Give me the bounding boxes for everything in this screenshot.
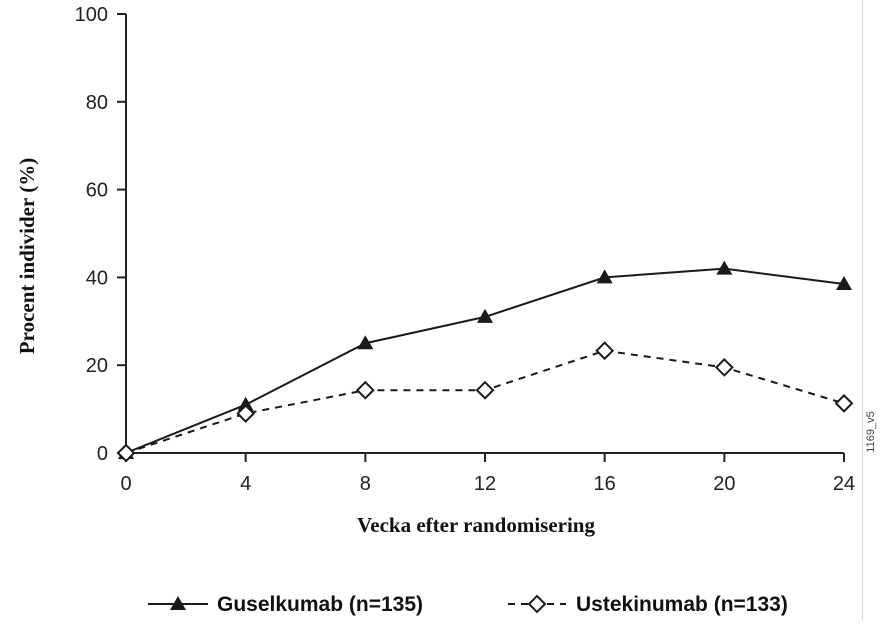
- point-marker-guselkumab: [836, 275, 852, 290]
- legend-label-ustekinumab: Ustekinumab (n=133): [576, 593, 788, 616]
- x-tick-label: 8: [360, 473, 371, 495]
- y-axis-title: Procent individer (%): [15, 158, 39, 354]
- x-tick-label: 24: [833, 473, 855, 495]
- point-marker-guselkumab: [357, 335, 374, 350]
- x-ticks: 0 4 8 12 16 20 24: [120, 453, 855, 495]
- point-marker-ustekinumab: [475, 380, 495, 400]
- point-marker-ustekinumab: [595, 341, 615, 361]
- legend-item-guselkumab: Guselkumab (n=135): [148, 593, 423, 616]
- x-tick-label: 0: [120, 473, 131, 495]
- y-tick-label: 40: [86, 267, 108, 289]
- x-tick-label: 20: [713, 473, 735, 495]
- legend-item-ustekinumab: Ustekinumab (n=133): [508, 593, 788, 616]
- image-code-note: 1169_v5: [865, 411, 877, 452]
- point-marker-ustekinumab: [116, 443, 136, 463]
- y-tick-label: 100: [75, 4, 108, 26]
- legend-label-guselkumab: Guselkumab (n=135): [217, 593, 423, 616]
- y-tick-label: 20: [86, 355, 108, 377]
- x-tick-label: 12: [474, 473, 496, 495]
- point-marker-guselkumab: [716, 260, 733, 275]
- x-tick-label: 16: [594, 473, 616, 495]
- y-ticks: 0 20 40 60 80 100: [75, 4, 126, 465]
- legend-marker-triangle: [170, 596, 186, 610]
- legend-marker-diamond: [527, 594, 547, 614]
- point-marker-guselkumab: [596, 269, 613, 284]
- right-border: [862, 0, 863, 620]
- legend: Guselkumab (n=135) Ustekinumab (n=133): [148, 593, 788, 616]
- x-tick-label: 4: [240, 473, 251, 495]
- point-marker-ustekinumab: [355, 380, 375, 400]
- y-tick-label: 0: [97, 443, 108, 465]
- y-tick-label: 60: [86, 180, 108, 202]
- point-marker-guselkumab: [237, 396, 254, 411]
- point-marker-ustekinumab: [714, 357, 734, 377]
- x-axis-title: Vecka efter randomisering: [357, 513, 595, 537]
- point-marker-ustekinumab: [236, 404, 256, 423]
- series-layer: [116, 260, 854, 463]
- point-marker-guselkumab: [477, 308, 493, 323]
- y-tick-label: 80: [86, 92, 108, 114]
- point-marker-ustekinumab: [834, 393, 854, 413]
